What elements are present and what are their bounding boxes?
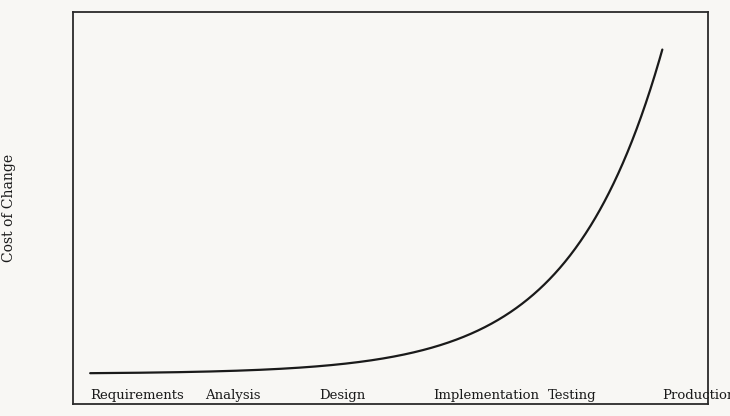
Text: Production: Production	[662, 389, 730, 402]
Text: Requirements: Requirements	[91, 389, 184, 402]
Text: Design: Design	[319, 389, 365, 402]
Text: Implementation: Implementation	[434, 389, 539, 402]
Text: Cost of Change: Cost of Change	[2, 154, 17, 262]
Text: Testing: Testing	[548, 389, 596, 402]
Text: Analysis: Analysis	[204, 389, 260, 402]
